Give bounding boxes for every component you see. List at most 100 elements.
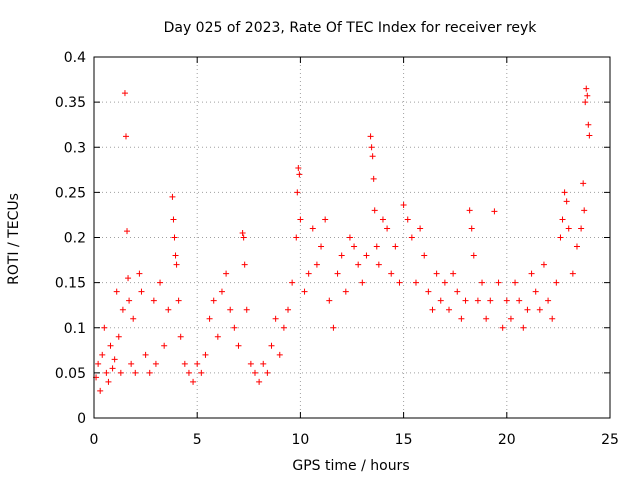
data-point <box>185 369 192 376</box>
data-point <box>293 234 300 241</box>
data-point <box>231 324 238 331</box>
data-point <box>429 306 436 313</box>
data-point <box>152 360 159 367</box>
data-point <box>375 261 382 268</box>
data-point <box>103 369 110 376</box>
data-point <box>194 360 201 367</box>
chart-title: Day 025 of 2023, Rate Of TEC Index for r… <box>164 20 538 36</box>
data-point <box>101 324 108 331</box>
data-point <box>260 360 267 367</box>
data-point <box>272 315 279 322</box>
data-point <box>585 121 592 128</box>
data-point <box>450 270 457 277</box>
data-point <box>549 315 556 322</box>
axis-ticks: 0 5 10 15 20 25 0 0.05 0.1 0.15 0.2 0.25 0.3 0.35 0.4 <box>55 50 619 448</box>
data-point <box>584 92 591 99</box>
y-tick-label: 0.1 <box>64 321 86 337</box>
x-tick-label: 15 <box>395 432 413 448</box>
data-point <box>384 225 391 232</box>
data-point <box>528 270 535 277</box>
x-tick-label: 20 <box>498 432 516 448</box>
data-point <box>573 243 580 250</box>
data-point <box>181 360 188 367</box>
data-point <box>583 85 590 92</box>
data-point <box>512 279 519 286</box>
data-point <box>97 387 104 394</box>
data-point <box>214 333 221 340</box>
data-point <box>454 288 461 295</box>
data-point <box>507 315 514 322</box>
data-point <box>495 279 502 286</box>
data-point <box>305 270 312 277</box>
data-point <box>516 297 523 304</box>
data-point <box>322 216 329 223</box>
data-point <box>142 351 149 358</box>
data-point <box>421 252 428 259</box>
x-tick-label: 10 <box>291 432 309 448</box>
y-tick-label: 0.05 <box>55 366 86 382</box>
data-point <box>125 275 132 282</box>
data-point <box>540 261 547 268</box>
data-point <box>256 378 263 385</box>
data-point <box>368 144 375 151</box>
data-point <box>122 133 129 140</box>
data-point <box>557 234 564 241</box>
y-axis-label: ROTI / TECUs <box>6 193 22 285</box>
data-point <box>165 306 172 313</box>
data-point <box>458 315 465 322</box>
data-point <box>371 207 378 214</box>
data-point <box>370 175 377 182</box>
data-point <box>417 225 424 232</box>
data-point <box>338 252 345 259</box>
data-point <box>107 342 114 349</box>
data-point <box>313 261 320 268</box>
data-point <box>404 216 411 223</box>
data-point <box>536 306 543 313</box>
data-point <box>582 99 589 106</box>
data-point <box>295 165 302 172</box>
data-point <box>115 333 122 340</box>
data-point <box>294 189 301 196</box>
data-point <box>99 351 106 358</box>
data-point <box>400 202 407 209</box>
data-point <box>169 193 176 200</box>
data-point <box>396 279 403 286</box>
data-point <box>119 306 126 313</box>
data-point <box>346 234 353 241</box>
data-point <box>553 279 560 286</box>
data-point <box>109 365 116 372</box>
data-point <box>487 297 494 304</box>
data-point <box>578 225 585 232</box>
data-point <box>171 234 178 241</box>
data-point <box>520 324 527 331</box>
data-point <box>235 342 242 349</box>
data-point <box>157 279 164 286</box>
data-point <box>241 261 248 268</box>
data-point <box>198 369 205 376</box>
data-point <box>491 208 498 215</box>
data-point <box>586 132 593 139</box>
data-point <box>367 133 374 140</box>
data-point <box>301 288 308 295</box>
data-point <box>276 351 283 358</box>
data-point <box>569 270 576 277</box>
data-point <box>330 324 337 331</box>
data-point <box>121 90 128 97</box>
data-point <box>499 324 506 331</box>
data-point <box>150 297 157 304</box>
data-points <box>93 85 593 394</box>
data-point <box>565 225 572 232</box>
data-point <box>479 279 486 286</box>
data-point <box>559 216 566 223</box>
data-point <box>136 270 143 277</box>
y-tick-label: 0 <box>77 411 86 427</box>
data-point <box>247 360 254 367</box>
data-point <box>581 207 588 214</box>
data-point <box>239 229 246 236</box>
data-point <box>175 297 182 304</box>
data-point <box>532 288 539 295</box>
data-point <box>437 297 444 304</box>
data-point <box>111 356 118 363</box>
y-tick-label: 0.15 <box>55 276 86 292</box>
